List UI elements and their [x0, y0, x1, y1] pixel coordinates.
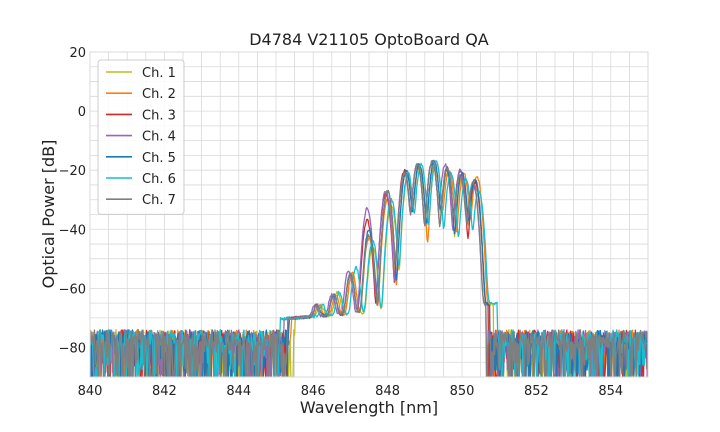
x-axis-title: Wavelength [nm] [300, 398, 438, 417]
series-line-ch7 [89, 159, 649, 378]
legend-box [97, 59, 185, 215]
series-line-ch6 [89, 160, 649, 378]
legend-label-ch1: Ch. 1 [142, 66, 176, 81]
x-tick-label: 842 [152, 384, 177, 399]
y-axis-title: Optical Power [dB] [39, 140, 58, 289]
x-tick-label: 852 [524, 384, 549, 399]
x-tick-label: 844 [226, 384, 251, 399]
legend: Ch. 1 Ch. 2 Ch. 3 Ch. 4 Ch. 5 Ch. 6 Ch. 7 [97, 59, 185, 215]
tick-labels: 840 842 844 846 848 850 852 854 −80 −60 −40 −20 0 20 [59, 46, 624, 399]
y-tick-label: 20 [69, 46, 86, 61]
mask-left [0, 0, 90, 432]
y-tick-label: −20 [59, 164, 86, 179]
legend-label-ch4: Ch. 4 [142, 130, 176, 145]
x-tick-label: 840 [78, 384, 103, 399]
legend-label-ch5: Ch. 5 [142, 151, 176, 166]
legend-label-ch2: Ch. 2 [142, 87, 176, 102]
y-tick-label: 0 [78, 105, 86, 120]
y-tick-label: −40 [59, 223, 86, 238]
x-tick-label: 848 [375, 384, 400, 399]
mask-right [648, 0, 720, 432]
x-tick-label: 854 [598, 384, 623, 399]
plot-border [89, 51, 649, 378]
legend-label-ch7: Ch. 7 [142, 193, 176, 208]
x-tick-label: 846 [301, 384, 326, 399]
mask-top [0, 0, 720, 52]
x-tick-label: 850 [450, 384, 475, 399]
y-tick-label: −60 [59, 282, 86, 297]
mask-bottom [0, 377, 720, 432]
y-tick-label: −80 [59, 341, 86, 356]
series-layer [89, 159, 649, 378]
legend-label-ch6: Ch. 6 [142, 172, 176, 187]
series-line-ch5 [89, 159, 649, 378]
chart-title: D4784 V21105 OptoBoard QA [249, 30, 489, 49]
legend-label-ch3: Ch. 3 [142, 108, 176, 123]
